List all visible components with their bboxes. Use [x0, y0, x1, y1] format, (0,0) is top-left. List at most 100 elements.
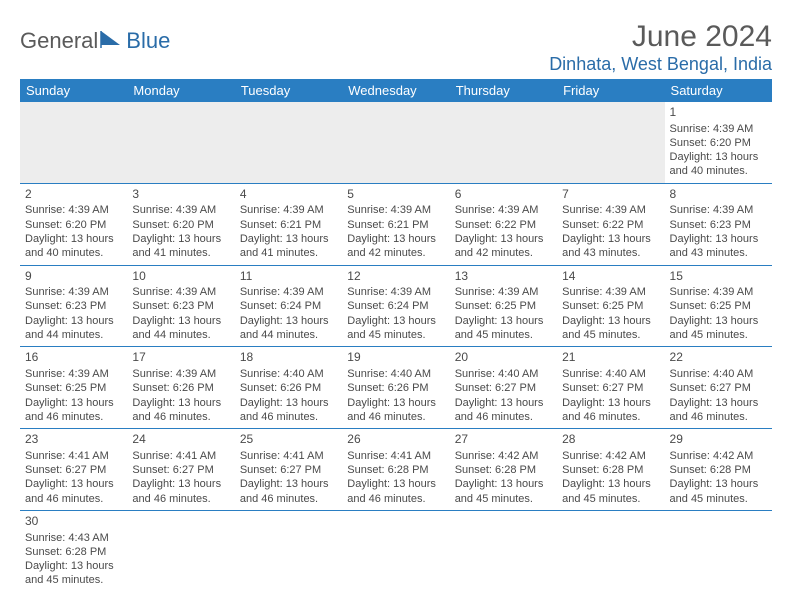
- day-number: 1: [670, 105, 767, 121]
- sunrise-line: Sunrise: 4:39 AM: [25, 285, 122, 299]
- sunrise-line: Sunrise: 4:42 AM: [670, 449, 767, 463]
- sunset-line: Sunset: 6:26 PM: [240, 381, 337, 395]
- daylight-line: Daylight: 13 hours and 41 minutes.: [240, 232, 337, 261]
- sunrise-line: Sunrise: 4:39 AM: [132, 367, 229, 381]
- day-number: 18: [240, 350, 337, 366]
- sunset-line: Sunset: 6:22 PM: [562, 218, 659, 232]
- calendar-cell: 23Sunrise: 4:41 AMSunset: 6:27 PMDayligh…: [20, 429, 127, 511]
- sunrise-line: Sunrise: 4:40 AM: [455, 367, 552, 381]
- calendar-cell: 17Sunrise: 4:39 AMSunset: 6:26 PMDayligh…: [127, 347, 234, 429]
- calendar-cell: 7Sunrise: 4:39 AMSunset: 6:22 PMDaylight…: [557, 183, 664, 265]
- sunset-line: Sunset: 6:25 PM: [25, 381, 122, 395]
- header: General Blue June 2024 Dinhata, West Ben…: [20, 20, 772, 75]
- calendar-cell: 5Sunrise: 4:39 AMSunset: 6:21 PMDaylight…: [342, 183, 449, 265]
- sunrise-line: Sunrise: 4:41 AM: [347, 449, 444, 463]
- calendar-cell: [20, 102, 127, 183]
- sunset-line: Sunset: 6:21 PM: [240, 218, 337, 232]
- daylight-line: Daylight: 13 hours and 45 minutes.: [25, 559, 122, 588]
- sunrise-line: Sunrise: 4:40 AM: [562, 367, 659, 381]
- day-number: 7: [562, 187, 659, 203]
- sunset-line: Sunset: 6:26 PM: [347, 381, 444, 395]
- daylight-line: Daylight: 13 hours and 45 minutes.: [347, 314, 444, 343]
- sunset-line: Sunset: 6:28 PM: [25, 545, 122, 559]
- weekday-header: Monday: [127, 79, 234, 102]
- daylight-line: Daylight: 13 hours and 44 minutes.: [132, 314, 229, 343]
- sunrise-line: Sunrise: 4:39 AM: [562, 285, 659, 299]
- sunset-line: Sunset: 6:27 PM: [240, 463, 337, 477]
- calendar-cell: 25Sunrise: 4:41 AMSunset: 6:27 PMDayligh…: [235, 429, 342, 511]
- day-number: 11: [240, 269, 337, 285]
- daylight-line: Daylight: 13 hours and 46 minutes.: [347, 477, 444, 506]
- flag-icon: [100, 29, 124, 54]
- sunrise-line: Sunrise: 4:39 AM: [347, 203, 444, 217]
- day-number: 30: [25, 514, 122, 530]
- daylight-line: Daylight: 13 hours and 44 minutes.: [25, 314, 122, 343]
- sunset-line: Sunset: 6:22 PM: [455, 218, 552, 232]
- calendar-cell: 30Sunrise: 4:43 AMSunset: 6:28 PMDayligh…: [20, 510, 127, 591]
- sunset-line: Sunset: 6:26 PM: [132, 381, 229, 395]
- calendar-cell: [450, 102, 557, 183]
- weekday-header: Friday: [557, 79, 664, 102]
- daylight-line: Daylight: 13 hours and 46 minutes.: [240, 477, 337, 506]
- calendar-cell: 27Sunrise: 4:42 AMSunset: 6:28 PMDayligh…: [450, 429, 557, 511]
- day-number: 25: [240, 432, 337, 448]
- sunset-line: Sunset: 6:27 PM: [562, 381, 659, 395]
- sunrise-line: Sunrise: 4:41 AM: [240, 449, 337, 463]
- sunrise-line: Sunrise: 4:39 AM: [25, 367, 122, 381]
- sunset-line: Sunset: 6:20 PM: [25, 218, 122, 232]
- calendar-header: SundayMondayTuesdayWednesdayThursdayFrid…: [20, 79, 772, 102]
- daylight-line: Daylight: 13 hours and 45 minutes.: [670, 314, 767, 343]
- calendar-body: 1 Sunrise: 4:39 AM Sunset: 6:20 PM Daylight…: [20, 102, 772, 592]
- sunset-line: Sunset: 6:25 PM: [455, 299, 552, 313]
- calendar-cell: [557, 510, 664, 591]
- calendar-cell: 28Sunrise: 4:42 AMSunset: 6:28 PMDayligh…: [557, 429, 664, 511]
- day-number: 14: [562, 269, 659, 285]
- sunrise-line: Sunrise: 4:39 AM: [132, 203, 229, 217]
- calendar-cell: 15Sunrise: 4:39 AMSunset: 6:25 PMDayligh…: [665, 265, 772, 347]
- calendar-cell: 21Sunrise: 4:40 AMSunset: 6:27 PMDayligh…: [557, 347, 664, 429]
- sunset-line: Sunset: 6:28 PM: [347, 463, 444, 477]
- calendar-cell: 3Sunrise: 4:39 AMSunset: 6:20 PMDaylight…: [127, 183, 234, 265]
- calendar-cell: 24Sunrise: 4:41 AMSunset: 6:27 PMDayligh…: [127, 429, 234, 511]
- location: Dinhata, West Bengal, India: [549, 54, 772, 75]
- sunset-line: Sunset: 6:20 PM: [670, 136, 767, 150]
- daylight-line: Daylight: 13 hours and 43 minutes.: [670, 232, 767, 261]
- calendar-cell: 19Sunrise: 4:40 AMSunset: 6:26 PMDayligh…: [342, 347, 449, 429]
- sunrise-line: Sunrise: 4:39 AM: [455, 203, 552, 217]
- daylight-line: Daylight: 13 hours and 46 minutes.: [25, 396, 122, 425]
- daylight-line: Daylight: 13 hours and 46 minutes.: [132, 396, 229, 425]
- calendar-cell: [665, 510, 772, 591]
- sunset-line: Sunset: 6:23 PM: [132, 299, 229, 313]
- daylight-line: Daylight: 13 hours and 45 minutes.: [455, 477, 552, 506]
- sunrise-line: Sunrise: 4:39 AM: [132, 285, 229, 299]
- weekday-header: Thursday: [450, 79, 557, 102]
- calendar-cell: [342, 102, 449, 183]
- sunrise-line: Sunrise: 4:39 AM: [455, 285, 552, 299]
- sunrise-line: Sunrise: 4:41 AM: [25, 449, 122, 463]
- daylight-line: Daylight: 13 hours and 42 minutes.: [347, 232, 444, 261]
- calendar-cell: 6Sunrise: 4:39 AMSunset: 6:22 PMDaylight…: [450, 183, 557, 265]
- calendar-cell: 29Sunrise: 4:42 AMSunset: 6:28 PMDayligh…: [665, 429, 772, 511]
- weekday-header: Wednesday: [342, 79, 449, 102]
- calendar-cell: 11Sunrise: 4:39 AMSunset: 6:24 PMDayligh…: [235, 265, 342, 347]
- sunset-line: Sunset: 6:25 PM: [562, 299, 659, 313]
- calendar-cell: [450, 510, 557, 591]
- day-number: 23: [25, 432, 122, 448]
- sunset-line: Sunset: 6:25 PM: [670, 299, 767, 313]
- calendar-cell: [235, 510, 342, 591]
- sunset-line: Sunset: 6:21 PM: [347, 218, 444, 232]
- sunrise-line: Sunrise: 4:39 AM: [347, 285, 444, 299]
- day-number: 20: [455, 350, 552, 366]
- sunrise-line: Sunrise: 4:43 AM: [25, 531, 122, 545]
- sunset-line: Sunset: 6:28 PM: [670, 463, 767, 477]
- calendar-cell: 9Sunrise: 4:39 AMSunset: 6:23 PMDaylight…: [20, 265, 127, 347]
- sunset-line: Sunset: 6:28 PM: [455, 463, 552, 477]
- calendar-cell: 14Sunrise: 4:39 AMSunset: 6:25 PMDayligh…: [557, 265, 664, 347]
- day-number: 5: [347, 187, 444, 203]
- page-title: June 2024: [549, 20, 772, 54]
- daylight-line: Daylight: 13 hours and 45 minutes.: [562, 314, 659, 343]
- sunset-line: Sunset: 6:28 PM: [562, 463, 659, 477]
- day-number: 13: [455, 269, 552, 285]
- day-number: 9: [25, 269, 122, 285]
- sunrise-line: Sunrise: 4:39 AM: [562, 203, 659, 217]
